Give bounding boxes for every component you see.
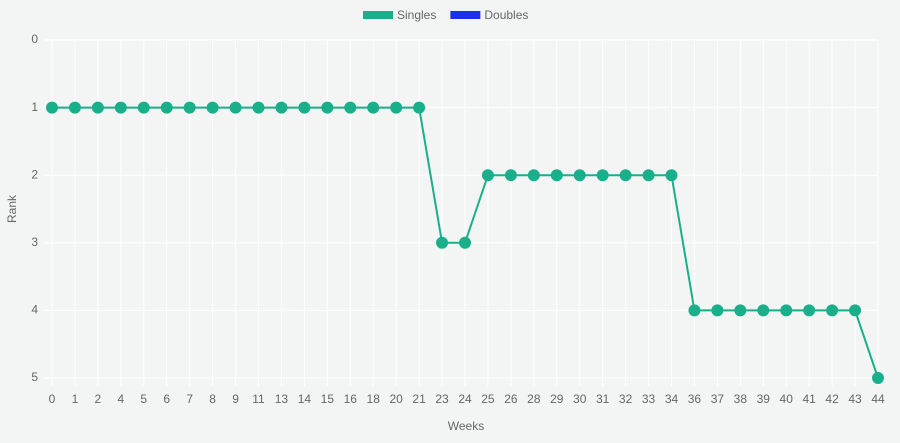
y-tick-label: 0 (31, 32, 38, 46)
data-point (803, 304, 816, 317)
x-tick-label: 41 (802, 392, 816, 406)
x-axis-label: Weeks (448, 419, 484, 433)
x-tick-label: 43 (848, 392, 862, 406)
x-tick-label: 13 (275, 392, 289, 406)
data-point (367, 101, 380, 114)
data-point (183, 101, 196, 114)
data-point (504, 169, 517, 182)
y-tick-label: 1 (31, 100, 38, 114)
data-point (642, 169, 655, 182)
data-point (436, 236, 449, 249)
x-tick-label: 30 (573, 392, 587, 406)
x-tick-label: 23 (435, 392, 449, 406)
data-point (275, 101, 288, 114)
data-point (91, 101, 104, 114)
data-point (780, 304, 793, 317)
data-point (826, 304, 839, 317)
x-tick-label: 34 (665, 392, 679, 406)
x-tick-label: 20 (389, 392, 403, 406)
data-point (711, 304, 724, 317)
legend-swatch[interactable] (363, 11, 393, 19)
y-tick-label: 2 (31, 167, 38, 181)
data-point (550, 169, 563, 182)
data-point (849, 304, 862, 317)
x-tick-label: 0 (49, 392, 56, 406)
data-point (757, 304, 770, 317)
x-tick-label: 39 (757, 392, 771, 406)
y-tick-label: 3 (31, 235, 38, 249)
data-point (344, 101, 357, 114)
data-point (137, 101, 150, 114)
x-tick-label: 44 (871, 392, 885, 406)
data-point (481, 169, 494, 182)
data-point (321, 101, 334, 114)
data-point (527, 169, 540, 182)
data-point (665, 169, 678, 182)
data-point (413, 101, 426, 114)
x-tick-label: 8 (209, 392, 216, 406)
data-point (688, 304, 701, 317)
x-tick-label: 25 (481, 392, 495, 406)
x-tick-label: 4 (117, 392, 124, 406)
data-point (872, 372, 884, 384)
legend-swatch[interactable] (450, 11, 481, 19)
x-tick-label: 15 (321, 392, 335, 406)
x-tick-label: 9 (232, 392, 239, 406)
x-tick-label: 38 (734, 392, 748, 406)
x-tick-label: 33 (642, 392, 656, 406)
data-point (206, 101, 219, 114)
x-tick-label: 5 (140, 392, 147, 406)
data-point (229, 101, 242, 114)
y-tick-label: 5 (31, 370, 38, 384)
x-tick-label: 31 (596, 392, 610, 406)
x-tick-label: 42 (825, 392, 839, 406)
data-point (252, 101, 265, 114)
x-tick-label: 18 (367, 392, 381, 406)
y-tick-label: 4 (31, 303, 38, 317)
x-tick-label: 28 (527, 392, 541, 406)
x-tick-label: 16 (344, 392, 358, 406)
legend-label: Doubles (484, 8, 528, 22)
x-tick-label: 14 (298, 392, 312, 406)
x-tick-label: 32 (619, 392, 633, 406)
legend-label: Singles (397, 8, 436, 22)
data-point (734, 304, 747, 317)
data-point (298, 101, 311, 114)
x-tick-label: 36 (688, 392, 702, 406)
data-point (46, 101, 58, 114)
x-tick-label: 37 (711, 392, 725, 406)
y-axis-label: Rank (5, 194, 19, 223)
data-point (573, 169, 586, 182)
x-tick-label: 11 (252, 392, 265, 406)
x-tick-label: 1 (72, 392, 79, 406)
x-tick-label: 26 (504, 392, 518, 406)
data-point (459, 236, 471, 249)
x-tick-label: 7 (186, 392, 193, 406)
data-point (390, 101, 403, 114)
data-point (114, 101, 127, 114)
data-point (619, 169, 632, 182)
x-tick-label: 21 (412, 392, 426, 406)
x-tick-label: 24 (458, 392, 472, 406)
data-point (596, 169, 609, 182)
x-tick-label: 2 (95, 392, 102, 406)
x-tick-label: 29 (550, 392, 564, 406)
data-point (160, 101, 173, 114)
x-tick-label: 40 (780, 392, 794, 406)
x-tick-label: 6 (163, 392, 170, 406)
data-point (68, 101, 81, 114)
